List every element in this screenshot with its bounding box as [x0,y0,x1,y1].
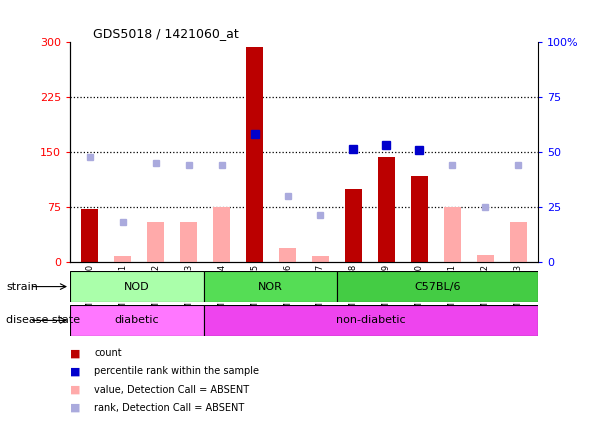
Text: diabetic: diabetic [114,316,159,325]
Text: NOD: NOD [124,282,150,291]
Bar [378,157,395,262]
Text: ■: ■ [70,366,80,376]
Bar [246,47,263,262]
Text: C57BL/6: C57BL/6 [415,282,461,291]
Text: count: count [94,348,122,358]
Bar [204,305,538,336]
Bar [114,256,131,262]
Bar [345,189,362,262]
Text: NOR: NOR [258,282,283,291]
Bar [204,271,337,302]
Bar [181,222,197,262]
Bar [444,207,461,262]
Bar [477,255,494,262]
Text: GDS5018 / 1421060_at: GDS5018 / 1421060_at [93,27,239,40]
Bar [147,222,164,262]
Text: strain: strain [6,282,38,291]
Bar [510,222,527,262]
Bar [313,256,329,262]
Text: value, Detection Call = ABSENT: value, Detection Call = ABSENT [94,385,249,395]
Text: ■: ■ [70,348,80,358]
Text: ■: ■ [70,385,80,395]
Bar [411,176,427,262]
Text: rank, Detection Call = ABSENT: rank, Detection Call = ABSENT [94,403,244,413]
Bar [70,271,204,302]
Text: percentile rank within the sample: percentile rank within the sample [94,366,259,376]
Bar [81,209,98,262]
Bar [337,271,538,302]
Bar [213,207,230,262]
Text: disease state: disease state [6,316,80,325]
Text: ■: ■ [70,403,80,413]
Text: non-diabetic: non-diabetic [336,316,406,325]
Bar [70,305,204,336]
Bar [279,247,295,262]
